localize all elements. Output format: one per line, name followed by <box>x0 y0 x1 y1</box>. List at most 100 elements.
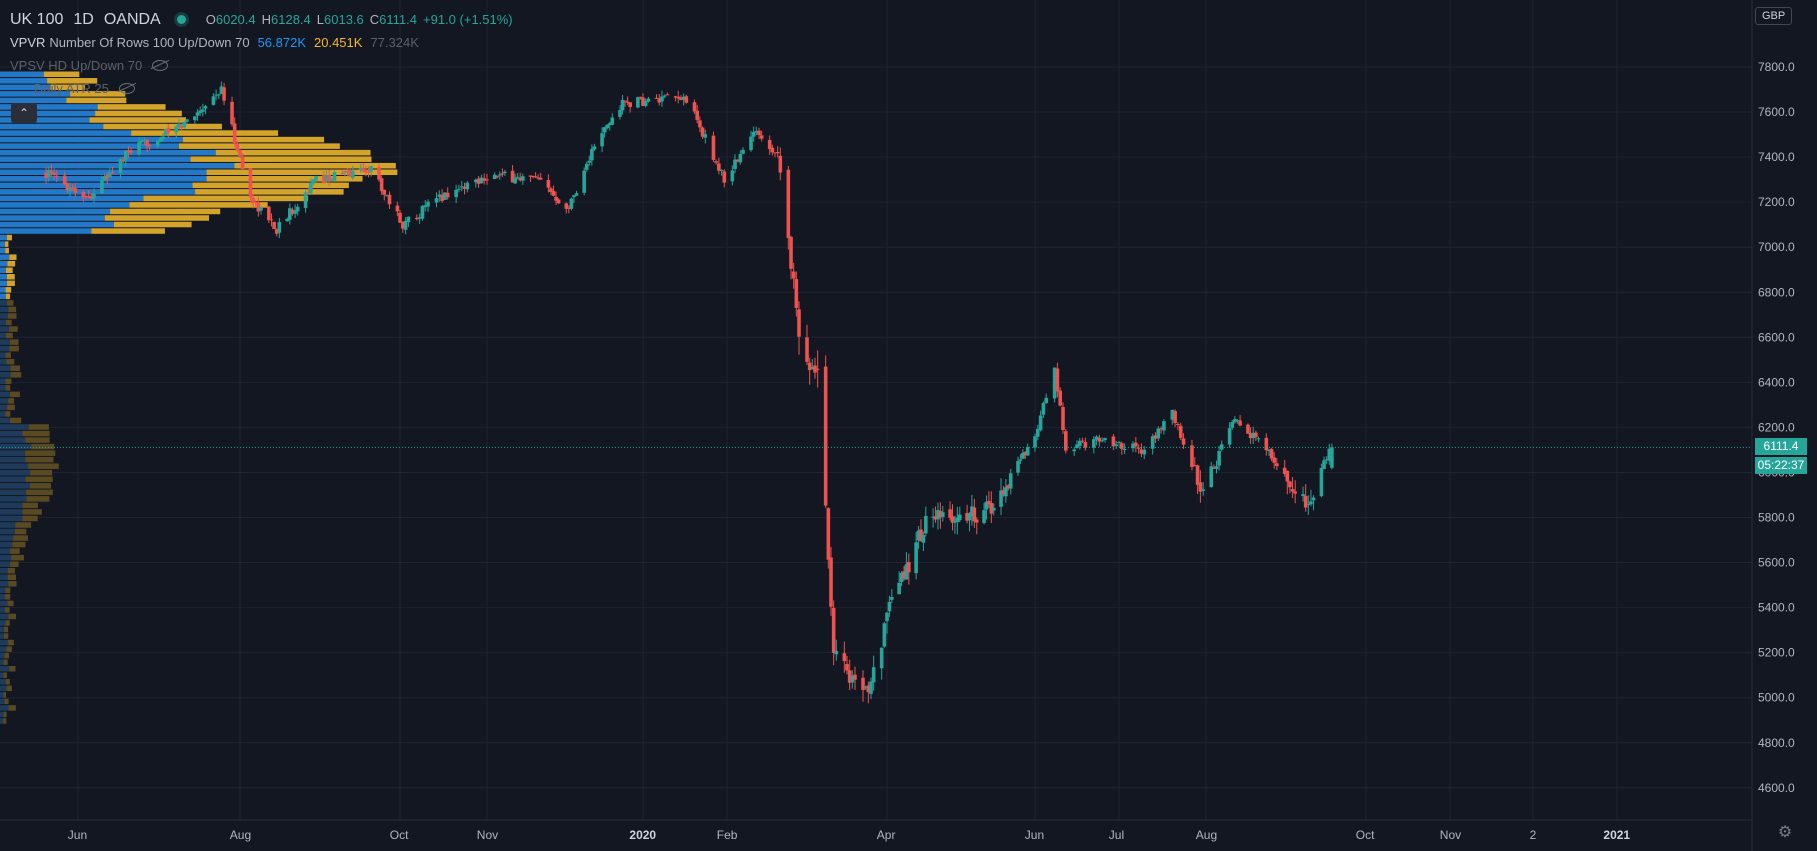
candle-body <box>303 192 308 208</box>
candle-body <box>936 510 940 520</box>
candle-body <box>1016 460 1020 473</box>
collapse-legend-button[interactable]: ⌃ <box>11 103 37 123</box>
volume-profile-down-bar <box>195 189 344 195</box>
candle-body <box>1041 402 1046 415</box>
candle-body <box>274 229 279 234</box>
candle-body <box>364 169 368 173</box>
volume-profile-up-bar <box>0 287 6 293</box>
candle-body <box>102 176 107 181</box>
candle-body <box>1162 421 1166 431</box>
symbol-row[interactable]: UK 100 1D OANDA O 6020.4 H 6128.4 L 6013.6 … <box>10 8 513 31</box>
candle-body <box>673 96 678 98</box>
volume-profile-down-bar <box>9 254 17 260</box>
indicator-vpsv[interactable]: VPSV HD Up/Down 70 <box>10 54 513 77</box>
candle-body <box>810 366 815 370</box>
volume-profile-up-bar <box>0 476 26 483</box>
eye-hidden-icon[interactable] <box>118 83 135 94</box>
volume-profile-down-bar <box>22 502 38 509</box>
gear-icon[interactable]: ⚙ <box>1777 824 1793 841</box>
candle-body <box>482 178 486 181</box>
volume-profile-up-bar <box>0 626 4 633</box>
candle-body <box>1159 428 1163 430</box>
candle-body <box>1176 424 1180 426</box>
indicator-atr[interactable]: Daily ATR 25 <box>10 77 513 100</box>
volume-profile-up-bar <box>0 607 6 613</box>
volume-profile-down-bar <box>5 332 13 339</box>
volume-profile-up-bar <box>0 267 6 274</box>
eye-hidden-icon[interactable] <box>152 60 169 71</box>
time-tick-label: Feb <box>716 828 738 842</box>
chart-grid <box>0 0 1752 820</box>
candle-body <box>92 193 96 199</box>
candle-body <box>311 179 316 184</box>
volume-profile-down-bar <box>31 443 55 450</box>
candle-body <box>166 127 171 133</box>
volume-profile-down-bar <box>8 326 18 332</box>
volume-profile-down-bar <box>28 463 59 469</box>
candle-body <box>813 365 817 373</box>
volume-profile-up-bar <box>0 541 13 548</box>
symbol-name[interactable]: UK 100 <box>10 10 64 28</box>
candle-body <box>679 97 683 100</box>
candle-body <box>1052 367 1057 399</box>
candle-body <box>52 172 56 175</box>
volume-profile-down-bar <box>11 554 24 561</box>
candle-body <box>1114 444 1118 446</box>
candle-body <box>1018 459 1023 461</box>
candle-body <box>256 202 261 212</box>
candle-body <box>1319 468 1324 497</box>
price-tick-label: 7400.0 <box>1758 150 1795 164</box>
candle-body <box>584 163 589 170</box>
last-price-tag: 6111.4 <box>1755 438 1807 456</box>
candle-body <box>142 139 147 141</box>
candle-body <box>610 117 615 125</box>
volume-profile-down-bar <box>8 613 17 620</box>
candle-body <box>1092 439 1096 448</box>
candle-body <box>665 94 670 96</box>
candle-body <box>572 195 576 198</box>
candle-body <box>1064 431 1068 451</box>
volume-profile-down-bar <box>7 260 16 267</box>
candle-body <box>1311 497 1316 501</box>
candle-body <box>68 187 72 192</box>
currency-label[interactable]: GBP <box>1755 7 1793 25</box>
indicator-name: VPVR <box>10 35 46 50</box>
volume-profile-down-bar <box>5 287 12 293</box>
candle-body <box>676 96 681 99</box>
candle-body <box>129 150 133 153</box>
candle-body <box>401 222 405 229</box>
volume-profile-down-bar <box>3 626 9 633</box>
volume-profile-up-bar <box>0 633 4 639</box>
volume-profile-down-bar <box>131 130 279 136</box>
volume-profile-down-bar <box>29 483 52 489</box>
candle-body <box>382 189 387 195</box>
volume-profile-down-bar <box>3 633 9 639</box>
candle-body <box>853 674 857 680</box>
candle-body <box>829 557 833 607</box>
candle-body <box>1288 481 1292 488</box>
candle-body <box>890 597 894 600</box>
candle-body <box>965 512 969 521</box>
candle-body <box>984 501 989 510</box>
candle-body <box>717 163 721 171</box>
symbol-interval[interactable]: 1D <box>73 10 94 28</box>
candle-body <box>1097 437 1102 442</box>
candle-body <box>182 121 187 128</box>
candle-body <box>1275 463 1279 467</box>
volume-profile-down-bar <box>25 437 50 443</box>
candle-body <box>179 124 184 128</box>
candle-body <box>1044 397 1048 404</box>
candle-body <box>863 686 868 688</box>
candle-body <box>70 187 75 190</box>
volume-profile-down-bar <box>3 711 7 718</box>
candle-body <box>625 101 630 103</box>
candle-body <box>1075 444 1079 449</box>
volume-profile-up-bar <box>0 509 23 515</box>
volume-profile-down-bar <box>178 143 340 149</box>
time-tick-label: 2020 <box>629 828 657 842</box>
indicator-vpvr[interactable]: VPVR Number Of Rows 100 Up/Down 70 56.87… <box>10 31 513 54</box>
candle-body <box>660 96 664 102</box>
volume-profile-down-bar <box>8 306 17 313</box>
candle-body <box>592 146 597 150</box>
